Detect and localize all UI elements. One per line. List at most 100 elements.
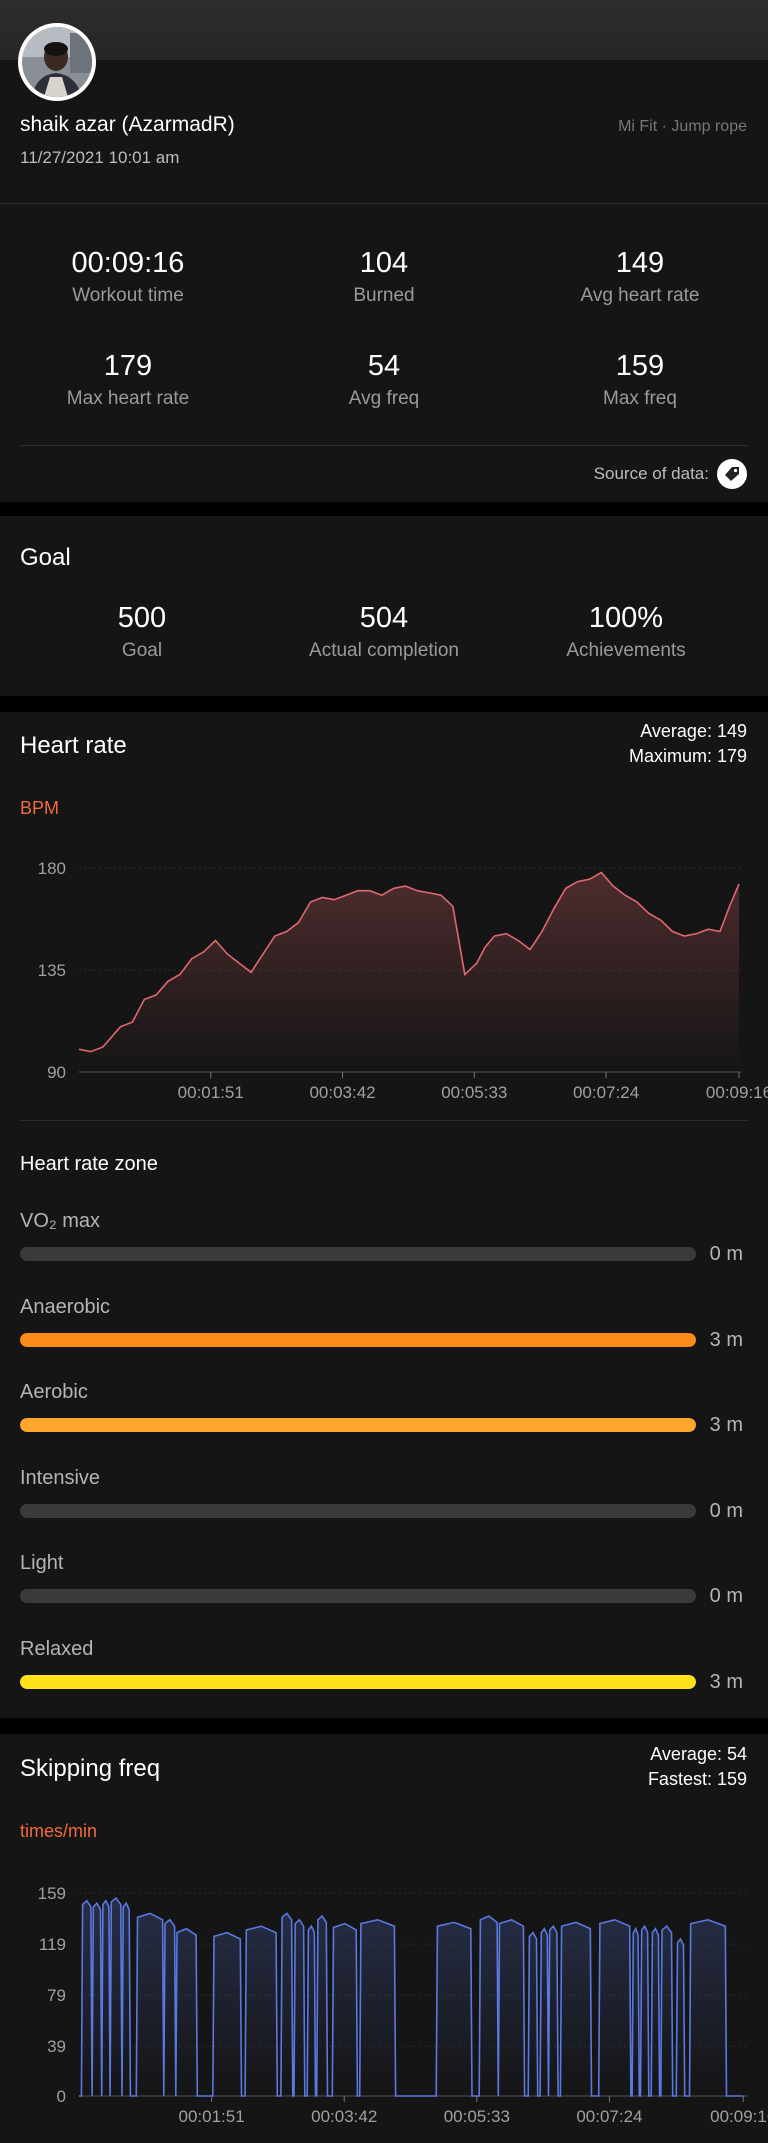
stat-label: Workout time [72, 285, 184, 306]
y-tick-label: 135 [38, 961, 66, 980]
avatar-photo-icon [22, 27, 92, 97]
heart-rate-maximum: Maximum: 179 [628, 746, 747, 766]
hr-divider [20, 1120, 748, 1121]
stat-value: 159 [615, 350, 665, 382]
stat-workout-time: 00:09:16 Workout time [0, 246, 256, 307]
skipping-average: Average: 54 [650, 1744, 747, 1764]
zone-row: Light 0 m [20, 1552, 748, 1622]
zone-bar [20, 1503, 696, 1518]
skipping-fastest: Fastest: 159 [647, 1769, 747, 1789]
zone-bar [20, 1332, 696, 1347]
x-tick-label: 00:07:24 [576, 2107, 642, 2126]
zone-bar [20, 1418, 696, 1432]
zone-bar [20, 1674, 696, 1689]
x-tick-label: 00:09:16 [706, 1083, 768, 1102]
skipping-freq-unit: times/min [20, 1821, 98, 1841]
heart-rate-area [79, 872, 739, 1072]
zone-bar-fill [20, 1418, 696, 1432]
status-bar-band [0, 0, 768, 60]
x-tick-label: 00:07:24 [573, 1083, 639, 1102]
stat-value: 00:09:16 [71, 247, 185, 279]
x-tick-label: 00:01:51 [178, 1083, 244, 1102]
goal-target: 500 Goal [14, 601, 270, 662]
stat-label: Max heart rate [66, 388, 190, 409]
skipping-freq-title: Skipping freq [20, 1755, 161, 1782]
stat-burned: 104 Burned [256, 246, 512, 307]
zone-row: Intensive 0 m [20, 1467, 748, 1537]
zone-row: Aerobic 3 m [20, 1381, 748, 1451]
heart-rate-unit: BPM [20, 798, 60, 818]
heart-rate-line [78, 871, 740, 1053]
stat-label: Max freq [603, 388, 677, 409]
zone-bar-fill [20, 1332, 696, 1347]
stat-max-heart-rate: 179 Max heart rate [0, 349, 256, 410]
user-avatar[interactable] [18, 23, 96, 101]
user-name: shaik azar (AzarmadR) [20, 113, 235, 136]
stat-label: Avg heart rate [580, 285, 700, 306]
y-tick-label: 79 [47, 1986, 66, 2005]
zone-value: 3 m [709, 1414, 743, 1436]
skipping-freq-area [79, 1898, 744, 2096]
y-tick-label: 39 [47, 2037, 66, 2056]
zone-name: Relaxed [20, 1637, 94, 1660]
heart-rate-title: Heart rate [20, 732, 127, 759]
goal-label: Goal [121, 640, 163, 661]
y-tick-label: 0 [57, 2087, 66, 2106]
zone-bar-fill [20, 1674, 696, 1689]
skipping-freq-chart: 0 39 79 119 159 00:01:51 00:03:42 00:05:33 00:07… [38, 1884, 768, 2126]
zone-name: Anaerobic [20, 1295, 111, 1318]
zone-name: Aerobic [20, 1381, 88, 1403]
x-tick-label: 00:03:42 [311, 2107, 377, 2126]
x-tick-label: 00:03:42 [309, 1083, 375, 1102]
workout-datetime: 11/27/2021 10:01 am [20, 148, 180, 167]
zone-name: Intensive [20, 1466, 101, 1489]
header-divider [0, 203, 768, 204]
tag-icon[interactable] [717, 459, 747, 489]
stat-label: Avg freq [348, 388, 420, 409]
goal-title: Goal [20, 544, 71, 571]
zone-row: Anaerobic 3 m [20, 1296, 748, 1366]
zone-value: 0 m [709, 1243, 743, 1265]
goal-card [0, 516, 768, 696]
workout-summary-card [0, 60, 768, 502]
stats-divider [20, 445, 748, 446]
stat-value: 104 [359, 247, 409, 279]
x-tick-label: 00:09:16 [710, 2107, 768, 2126]
zone-bar [20, 1247, 696, 1261]
y-tick-label: 159 [38, 1884, 66, 1903]
zone-value: 3 m [709, 1328, 743, 1351]
stat-value: 149 [615, 247, 665, 279]
zone-name: Light [20, 1552, 64, 1574]
stat-value: 179 [103, 350, 153, 382]
stat-avg-heart-rate: 149 Avg heart rate [512, 246, 768, 307]
goal-label: Actual completion [309, 640, 459, 661]
skipping-freq-summary: Average: 54 Fastest: 159 [648, 1742, 747, 1792]
zone-name: VO₂ max [20, 1210, 100, 1232]
zone-value: 3 m [709, 1670, 743, 1693]
x-tick-label: 00:05:33 [441, 1083, 507, 1102]
goal-value: 504 [359, 602, 409, 634]
heart-rate-average: Average: 149 [640, 721, 747, 741]
zone-value: 0 m [709, 1499, 743, 1522]
app-activity-label: Mi Fit · Jump rope [618, 118, 747, 135]
y-tick-label: 119 [39, 1935, 66, 1954]
x-tick-label: 00:01:51 [179, 2107, 245, 2126]
source-label: Source of data: [593, 464, 709, 483]
stat-avg-freq: 54 Avg freq [256, 349, 512, 410]
skipping-freq-line [79, 1896, 744, 2097]
stat-max-freq: 159 Max freq [512, 349, 768, 410]
data-source: Source of data: [594, 459, 747, 489]
stat-value: 54 [367, 350, 401, 382]
heart-rate-zone-title: Heart rate zone [20, 1153, 158, 1175]
zone-row: VO₂ max 0 m [20, 1210, 748, 1280]
x-tick-label: 00:05:33 [444, 2107, 510, 2126]
zone-bar [20, 1589, 696, 1603]
heart-rate-card [0, 712, 768, 1718]
goal-value: 500 [117, 602, 167, 634]
heart-rate-summary: Average: 149 Maximum: 179 [629, 719, 747, 769]
y-tick-label: 90 [47, 1063, 66, 1082]
goal-achievements: 100% Achievements [498, 601, 754, 662]
goal-actual-completion: 504 Actual completion [256, 601, 512, 662]
stat-label: Burned [353, 285, 415, 306]
y-tick-label: 180 [38, 859, 66, 878]
